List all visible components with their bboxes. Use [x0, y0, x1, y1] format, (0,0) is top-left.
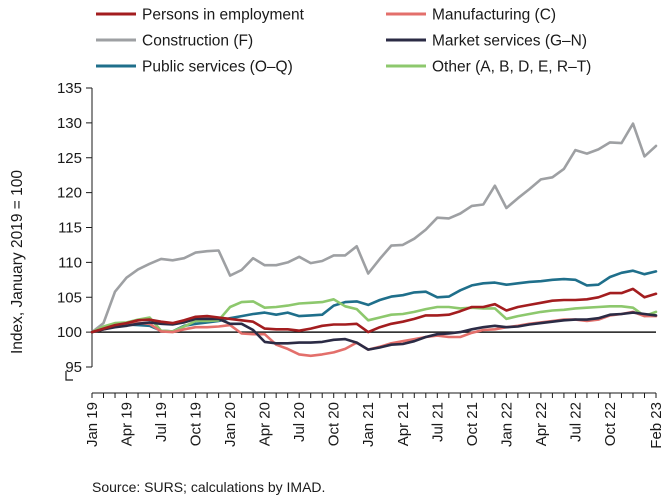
x-axis-ticks: Jan 19 Apr 19 Jul 19 Oct 19 Jan 20 Apr 20 Jul …	[84, 393, 665, 449]
source-note: Source: SURS; calculations by IMAD.	[92, 479, 325, 495]
x-tick-label: Apr 20	[257, 402, 274, 446]
series-group	[90, 122, 658, 358]
x-tick-label: Feb 23	[648, 402, 665, 449]
x-tick-label: Jul 22	[567, 402, 584, 442]
x-tick-label: Oct 21	[464, 402, 481, 446]
series-line-2	[90, 122, 658, 334]
x-tick-label: Apr 21	[395, 402, 412, 446]
x-tick-label: Jul 21	[429, 402, 446, 442]
legend-label: Manufacturing (C)	[432, 7, 556, 24]
x-tick-label: Oct 19	[188, 402, 205, 446]
x-tick-label: Jul 20	[291, 402, 308, 442]
x-tick-label: Jan 20	[222, 402, 239, 447]
x-tick-label: Oct 22	[602, 402, 619, 446]
series-line-0	[90, 287, 658, 334]
x-tick-label: Oct 20	[326, 402, 343, 446]
y-tick-label: 135	[57, 80, 82, 97]
legend-label: Other (A, B, D, E, R–T)	[432, 59, 591, 76]
x-tick-label: Jan 19	[84, 402, 101, 447]
legend-label: Public services (O–Q)	[142, 59, 293, 76]
y-tick-label: 100	[57, 324, 82, 341]
legend-label: Construction (F)	[142, 33, 253, 50]
legend: Persons in employment Manufacturing (C) Co…	[96, 7, 591, 76]
y-tick-label: 130	[57, 115, 82, 132]
y-axis-break	[65, 371, 73, 381]
x-tick-label: Jul 19	[153, 402, 170, 442]
y-tick-label: 105	[57, 289, 82, 306]
y-tick-label: 115	[58, 220, 82, 237]
y-tick-label: 120	[57, 185, 82, 202]
y-tick-label: 110	[58, 254, 82, 271]
legend-label: Market services (G–N)	[432, 33, 587, 50]
series-line-3	[90, 311, 658, 351]
y-axis-title: Index, January 2019 = 100	[9, 170, 26, 354]
y-axis-ticks: 95 100 105 110 115 120 125 130 135	[57, 80, 92, 376]
y-tick-label: 95	[65, 359, 82, 376]
y-tick-label: 125	[57, 150, 82, 167]
x-tick-label: Apr 22	[533, 402, 550, 446]
x-tick-label: Jan 22	[498, 402, 515, 447]
series-line-5	[90, 297, 658, 334]
legend-label: Persons in employment	[142, 7, 305, 24]
x-tick-label: Apr 19	[119, 402, 136, 446]
x-tick-label: Jan 21	[360, 402, 377, 447]
